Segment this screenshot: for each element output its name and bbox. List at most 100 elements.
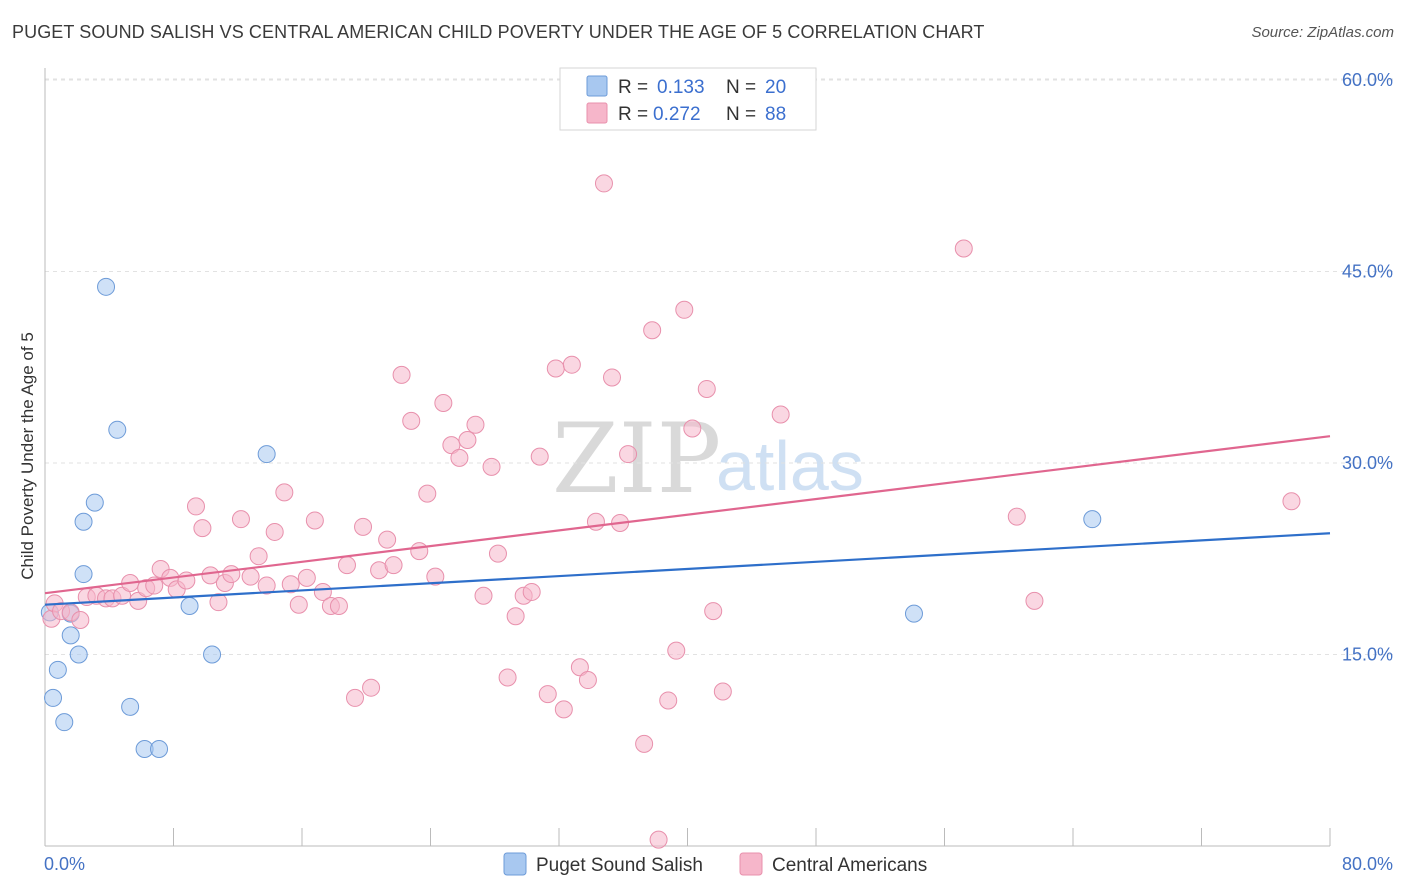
salish-point-18 bbox=[904, 604, 923, 623]
central-american-points bbox=[42, 174, 1301, 849]
central-american-point-50 bbox=[442, 436, 461, 455]
central-american-point-34 bbox=[313, 582, 332, 601]
salish-point-7 bbox=[61, 626, 80, 645]
legend-swatch-central bbox=[586, 102, 608, 124]
y-tick-label-15: 15.0% bbox=[1342, 645, 1393, 665]
central-american-point-87 bbox=[1282, 492, 1301, 511]
central-american-point-45 bbox=[402, 411, 421, 430]
source-credit: Source: ZipAtlas.com bbox=[1251, 24, 1394, 41]
legend-bottom-swatch-salish bbox=[503, 852, 527, 876]
central-american-point-54 bbox=[474, 586, 493, 605]
central-american-point-21 bbox=[209, 593, 228, 612]
central-american-point-25 bbox=[241, 567, 260, 586]
x-axis-ticks bbox=[44, 828, 1331, 846]
central-american-point-57 bbox=[498, 668, 517, 687]
central-american-point-55 bbox=[482, 457, 501, 476]
central-american-point-67 bbox=[578, 671, 597, 690]
salish-point-5 bbox=[74, 512, 93, 531]
central-american-point-65 bbox=[562, 355, 581, 374]
salish-point-1 bbox=[97, 277, 116, 296]
y-tick-label-45: 45.0% bbox=[1342, 262, 1393, 282]
central-american-point-72 bbox=[619, 445, 638, 464]
watermark-atlas: atlas bbox=[716, 427, 864, 505]
central-american-trend-line bbox=[44, 435, 1331, 595]
central-american-point-70 bbox=[603, 368, 622, 387]
central-american-point-27 bbox=[257, 576, 276, 595]
salish-point-2 bbox=[108, 420, 127, 439]
central-american-point-66 bbox=[570, 658, 589, 677]
series-legend: Puget Sound Salish Central Americans bbox=[503, 852, 927, 876]
central-american-point-43 bbox=[384, 556, 403, 575]
legend-bottom-label-salish: Puget Sound Salish bbox=[536, 855, 703, 876]
legend-bottom-label-central: Central Americans bbox=[772, 855, 927, 876]
central-american-point-83 bbox=[771, 405, 790, 424]
y-axis-tick-labels: 15.0% 30.0% 45.0% 60.0% bbox=[1342, 70, 1393, 665]
legend-bottom-swatch-central bbox=[739, 852, 763, 876]
central-american-point-37 bbox=[337, 556, 356, 575]
legend-r-label-central: R = bbox=[618, 104, 648, 125]
central-american-point-49 bbox=[434, 393, 453, 412]
salish-point-10 bbox=[44, 688, 63, 707]
salish-point-12 bbox=[121, 697, 140, 716]
salish-point-19 bbox=[1083, 510, 1102, 529]
central-american-point-79 bbox=[683, 419, 702, 438]
central-american-point-81 bbox=[704, 602, 723, 621]
central-american-point-52 bbox=[458, 431, 477, 450]
central-american-point-38 bbox=[346, 688, 365, 707]
watermark-zip: ZIP bbox=[552, 403, 721, 515]
central-american-point-4 bbox=[71, 611, 90, 630]
salish-point-14 bbox=[150, 739, 169, 758]
central-american-point-75 bbox=[649, 830, 668, 849]
central-american-point-82 bbox=[713, 682, 732, 701]
salish-point-16 bbox=[203, 645, 222, 664]
trend-lines bbox=[44, 435, 1331, 606]
central-american-point-28 bbox=[265, 522, 284, 541]
legend-n-value-central: 88 bbox=[765, 104, 786, 125]
central-american-point-32 bbox=[297, 568, 316, 587]
central-american-point-23 bbox=[222, 565, 241, 584]
chart-title: PUGET SOUND SALISH VS CENTRAL AMERICAN C… bbox=[12, 22, 985, 42]
central-american-point-74 bbox=[643, 321, 662, 340]
salish-point-15 bbox=[180, 596, 199, 615]
legend-n-label-central: N = bbox=[726, 104, 756, 125]
central-american-point-33 bbox=[305, 511, 324, 530]
central-american-point-78 bbox=[675, 300, 694, 319]
central-american-point-63 bbox=[546, 359, 565, 378]
salish-point-4 bbox=[85, 493, 104, 512]
y-axis-title: Child Poverty Under the Age of 5 bbox=[18, 332, 37, 580]
central-american-point-80 bbox=[697, 379, 716, 398]
central-american-point-60 bbox=[522, 582, 541, 601]
correlation-legend: R = 0.133 N = 20 R = 0.272 N = 88 bbox=[559, 67, 817, 131]
central-american-point-51 bbox=[450, 448, 469, 467]
central-american-point-40 bbox=[362, 678, 381, 697]
central-american-point-31 bbox=[289, 595, 308, 614]
legend-n-label-salish: N = bbox=[726, 77, 756, 98]
central-american-point-62 bbox=[538, 685, 557, 704]
central-american-point-39 bbox=[354, 517, 373, 536]
central-american-point-46 bbox=[410, 542, 429, 561]
salish-point-8 bbox=[69, 645, 88, 664]
central-american-point-47 bbox=[418, 484, 437, 503]
central-american-point-26 bbox=[249, 547, 268, 566]
central-american-point-29 bbox=[275, 483, 294, 502]
central-american-point-18 bbox=[186, 497, 205, 516]
salish-point-11 bbox=[55, 713, 74, 732]
central-american-point-73 bbox=[635, 734, 654, 753]
salish-point-17 bbox=[257, 445, 276, 464]
central-american-point-36 bbox=[329, 596, 348, 615]
legend-r-value-salish: 0.133 bbox=[657, 77, 705, 98]
central-american-point-76 bbox=[659, 691, 678, 710]
legend-n-value-salish: 20 bbox=[765, 77, 786, 98]
legend-swatch-salish bbox=[586, 75, 608, 97]
central-american-point-56 bbox=[488, 544, 507, 563]
central-american-point-42 bbox=[378, 530, 397, 549]
central-american-point-61 bbox=[530, 447, 549, 466]
central-american-point-20 bbox=[201, 566, 220, 585]
y-tick-label-60: 60.0% bbox=[1342, 70, 1393, 90]
central-american-point-44 bbox=[392, 365, 411, 384]
salish-point-3 bbox=[74, 565, 93, 584]
central-american-point-86 bbox=[1025, 591, 1044, 610]
x-tick-label-min: 0.0% bbox=[44, 854, 85, 874]
central-american-point-77 bbox=[667, 641, 686, 660]
